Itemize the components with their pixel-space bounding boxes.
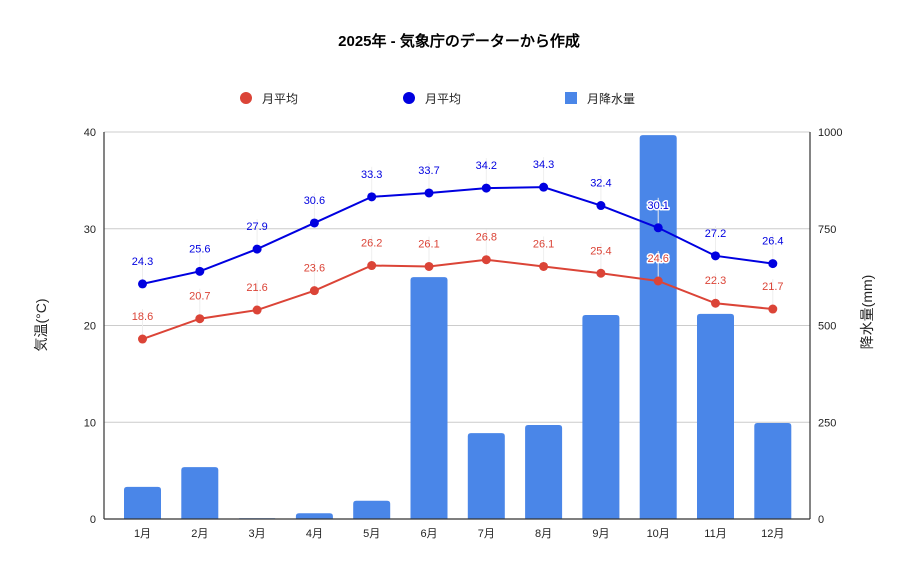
right-tick-label: 0 bbox=[818, 514, 824, 526]
right-axis-title: 降水量(mm) bbox=[859, 275, 875, 350]
data-label: 30.6 bbox=[304, 195, 325, 207]
data-label: 26.8 bbox=[476, 232, 497, 244]
data-label: 24.6 bbox=[647, 253, 668, 265]
data-point bbox=[768, 304, 778, 314]
data-point bbox=[768, 259, 778, 269]
x-tick-label: 2月 bbox=[191, 528, 208, 540]
precipitation-bars bbox=[124, 135, 792, 519]
data-label: 20.7 bbox=[189, 291, 210, 303]
data-point bbox=[367, 192, 377, 202]
data-label: 27.2 bbox=[705, 228, 726, 240]
bar bbox=[525, 424, 563, 519]
data-point bbox=[539, 182, 549, 192]
x-tick-label: 6月 bbox=[420, 528, 437, 540]
x-tick-label: 11月 bbox=[704, 528, 726, 540]
x-tick-label: 9月 bbox=[592, 528, 609, 540]
left-tick-label: 10 bbox=[84, 417, 96, 429]
data-point bbox=[309, 218, 319, 228]
data-label: 18.6 bbox=[132, 311, 153, 323]
bar bbox=[467, 433, 505, 519]
right-tick-label: 750 bbox=[818, 224, 836, 236]
bar bbox=[639, 135, 677, 519]
axes: 0 10 20 30 40 0 250 500 750 1000 1月 2月 3月 4月 5月 6月 7月 8月 9… bbox=[84, 127, 843, 540]
right-tick-label: 500 bbox=[818, 321, 836, 333]
data-point bbox=[424, 188, 434, 198]
bar bbox=[697, 313, 734, 519]
left-tick-label: 40 bbox=[84, 127, 96, 139]
legend-circle-icon bbox=[240, 92, 252, 104]
data-point bbox=[309, 286, 319, 296]
data-label: 24.3 bbox=[132, 256, 153, 268]
data-point bbox=[424, 261, 434, 271]
data-label: 33.7 bbox=[418, 165, 439, 177]
data-label: 21.7 bbox=[762, 281, 783, 293]
data-label: 27.9 bbox=[246, 221, 267, 233]
x-tick-label: 12月 bbox=[761, 528, 784, 540]
data-point bbox=[138, 279, 147, 289]
data-label: 25.6 bbox=[189, 243, 210, 255]
bar bbox=[295, 513, 333, 519]
left-tick-label: 30 bbox=[84, 224, 96, 236]
data-labels: 18.6 20.7 21.6 23.6 26.2 26.1 26.8 26.1 25.4 24.6… bbox=[132, 159, 784, 323]
data-label: 26.1 bbox=[533, 238, 554, 250]
data-label: 33.3 bbox=[361, 169, 382, 181]
data-point bbox=[596, 201, 606, 211]
x-tick-label: 1月 bbox=[134, 528, 151, 540]
bar bbox=[353, 500, 391, 519]
data-label: 26.1 bbox=[418, 238, 439, 250]
legend-square-icon bbox=[565, 92, 577, 104]
legend-label: 月平均 bbox=[425, 92, 461, 106]
right-tick-label: 250 bbox=[818, 417, 836, 429]
temperature-line-0 bbox=[142, 258, 773, 340]
data-point bbox=[711, 298, 720, 308]
chart-title: 2025年 - 気象庁のデーターから作成 bbox=[338, 32, 580, 50]
data-point bbox=[195, 314, 205, 324]
legend-circle-icon bbox=[403, 92, 415, 104]
left-tick-label: 0 bbox=[90, 514, 96, 526]
data-point bbox=[252, 244, 262, 254]
data-point bbox=[367, 261, 377, 271]
data-point bbox=[653, 223, 663, 233]
data-point bbox=[481, 183, 491, 193]
data-point bbox=[596, 268, 606, 278]
gridlines bbox=[104, 131, 810, 423]
legend-label: 月降水量 bbox=[587, 92, 635, 106]
data-label: 21.6 bbox=[246, 282, 267, 294]
x-tick-label: 3月 bbox=[249, 528, 266, 540]
data-label: 32.4 bbox=[590, 178, 611, 190]
bar bbox=[410, 277, 448, 519]
data-point bbox=[481, 255, 491, 265]
data-label: 23.6 bbox=[304, 263, 325, 275]
data-point bbox=[252, 305, 262, 315]
legend-label: 月平均 bbox=[262, 92, 298, 106]
left-axis-title: 気温(°C) bbox=[33, 298, 49, 351]
bar bbox=[754, 423, 792, 519]
left-tick-label: 20 bbox=[84, 321, 96, 333]
x-tick-label: 5月 bbox=[363, 528, 380, 540]
bar bbox=[124, 486, 161, 519]
data-label: 26.4 bbox=[762, 236, 783, 248]
x-tick-label: 4月 bbox=[306, 528, 323, 540]
data-point bbox=[711, 251, 720, 261]
legend: 月平均 月平均 月降水量 bbox=[240, 92, 635, 106]
data-label: 22.3 bbox=[705, 275, 726, 287]
x-tick-label: 10月 bbox=[647, 528, 670, 540]
data-point bbox=[539, 261, 549, 271]
data-point bbox=[138, 334, 147, 344]
x-tick-label: 8月 bbox=[535, 528, 552, 540]
right-tick-label: 1000 bbox=[818, 127, 842, 139]
x-tick-label: 7月 bbox=[478, 528, 495, 540]
data-label: 34.2 bbox=[476, 160, 497, 172]
bar bbox=[181, 467, 219, 519]
data-label: 34.3 bbox=[533, 159, 554, 171]
bar bbox=[582, 315, 620, 519]
data-label: 26.2 bbox=[361, 238, 382, 250]
temperature-line-1 bbox=[142, 186, 773, 285]
data-point bbox=[653, 276, 663, 286]
temperature-lines bbox=[138, 157, 778, 344]
data-label: 30.1 bbox=[647, 200, 668, 212]
data-point bbox=[195, 266, 205, 276]
data-label: 25.4 bbox=[590, 245, 611, 257]
